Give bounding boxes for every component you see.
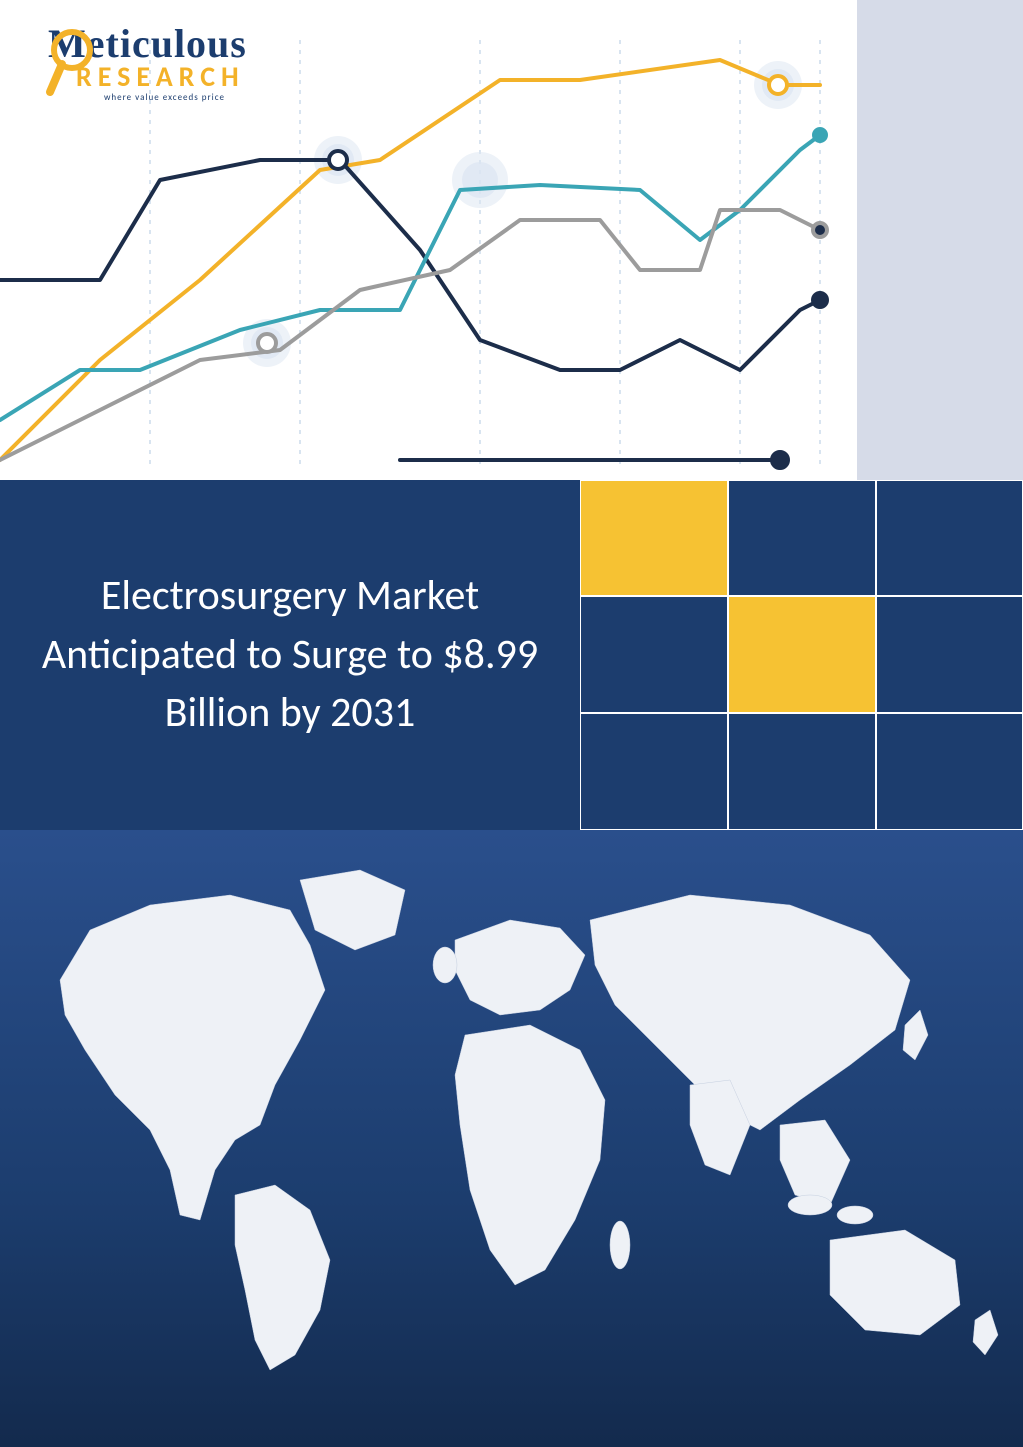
report-title: Electrosurgery Market Anticipated to Sur… [40, 567, 540, 743]
grid-cell [580, 713, 728, 830]
grid-cell [876, 596, 1023, 713]
grid-cell [728, 480, 876, 596]
brand-logo: Meticulous RESEARCH where value exceeds … [48, 20, 247, 103]
color-grid [580, 480, 1023, 830]
grid-cell [876, 713, 1023, 830]
grid-cell [876, 480, 1023, 596]
magnifier-icon [44, 24, 104, 104]
grid-cell [580, 480, 728, 596]
chart-section: Meticulous RESEARCH where value exceeds … [0, 0, 1023, 480]
title-panel: Electrosurgery Market Anticipated to Sur… [0, 480, 580, 830]
title-band: Electrosurgery Market Anticipated to Sur… [0, 480, 1023, 830]
chart-sidebar [857, 0, 1023, 480]
grid-cell [580, 596, 728, 713]
world-map [0, 850, 1023, 1380]
page: Meticulous RESEARCH where value exceeds … [0, 0, 1023, 1447]
grid-cell [728, 713, 876, 830]
world-map-section [0, 830, 1023, 1447]
chart-area: Meticulous RESEARCH where value exceeds … [0, 0, 857, 480]
grid-cell [728, 596, 876, 713]
